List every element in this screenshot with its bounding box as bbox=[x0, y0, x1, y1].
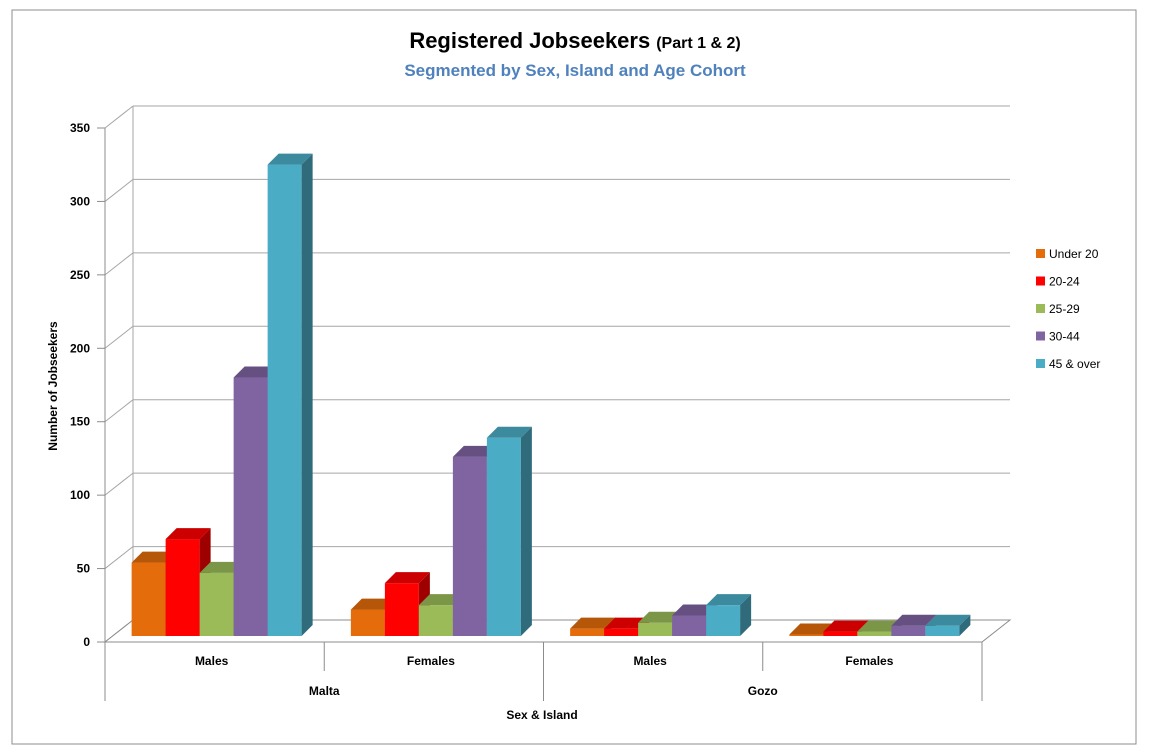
chart-title-main: Registered Jobseekers bbox=[409, 28, 650, 53]
bar-front bbox=[672, 615, 707, 636]
bar-top bbox=[486, 426, 532, 438]
legend-label: 45 & over bbox=[1049, 357, 1100, 371]
bar-top bbox=[672, 604, 718, 616]
legend-swatch bbox=[1036, 304, 1045, 313]
y-tick-label: 100 bbox=[70, 488, 90, 502]
y-axis-title: Number of Jobseekers bbox=[46, 321, 60, 451]
y-tick-label: 350 bbox=[70, 121, 90, 135]
bar-side bbox=[301, 153, 313, 637]
legend-swatch bbox=[1036, 331, 1045, 341]
y-tick-label: 300 bbox=[70, 194, 90, 208]
gridline-side bbox=[104, 472, 134, 496]
gridline-side bbox=[104, 105, 134, 129]
gridline-side bbox=[104, 325, 134, 349]
bar-top bbox=[267, 153, 313, 165]
bar-top bbox=[233, 366, 279, 378]
legend-label: 25-29 bbox=[1049, 302, 1080, 316]
legend-label: 20-24 bbox=[1049, 275, 1080, 289]
chart-title: Registered Jobseekers (Part 1 & 2) bbox=[409, 28, 740, 53]
bar-front bbox=[165, 539, 200, 636]
bar-top bbox=[706, 594, 752, 606]
bar-front bbox=[384, 583, 419, 636]
bar-top bbox=[199, 561, 245, 573]
bar-top bbox=[925, 614, 971, 626]
bar-front bbox=[604, 628, 639, 636]
plot-area: 0 50 100 150 200 250 300 350 Males Females Males Fe… bbox=[70, 105, 1012, 701]
bar-front bbox=[891, 625, 926, 636]
chart-subtitle: Segmented by Sex, Island and Age Cohort bbox=[404, 61, 746, 80]
bar-top bbox=[789, 623, 835, 635]
bar-top bbox=[165, 528, 211, 540]
bar-front bbox=[452, 456, 487, 636]
bar-front bbox=[418, 605, 453, 636]
legend-item: 20-24 bbox=[1036, 275, 1080, 289]
bar-front bbox=[233, 377, 268, 636]
gridline-side bbox=[104, 546, 134, 569]
x-group-label: Gozo bbox=[748, 684, 778, 698]
bar-side bbox=[520, 426, 532, 636]
gridline-side bbox=[104, 252, 134, 276]
x-axis-title: Sex & Island bbox=[506, 708, 577, 722]
bar-top bbox=[418, 594, 464, 606]
bar-top bbox=[131, 551, 177, 563]
x-category-label: Females bbox=[845, 654, 893, 668]
bar bbox=[925, 614, 971, 636]
bar-front bbox=[199, 572, 234, 636]
bar-front bbox=[570, 628, 605, 636]
legend-swatch bbox=[1036, 249, 1045, 258]
bar-front bbox=[131, 562, 166, 636]
legend-label: 30-44 bbox=[1049, 330, 1080, 344]
bar-side bbox=[740, 594, 752, 636]
x-category-label: Males bbox=[633, 654, 667, 668]
bar-top bbox=[823, 620, 869, 632]
floor bbox=[103, 619, 1012, 643]
bar-front bbox=[350, 609, 385, 636]
legend-swatch bbox=[1036, 276, 1045, 286]
legend-swatch bbox=[1036, 359, 1045, 368]
legend-label: Under 20 bbox=[1049, 247, 1099, 261]
bar-front bbox=[857, 631, 892, 636]
gridline-side bbox=[104, 399, 134, 423]
bar-front bbox=[267, 164, 302, 637]
legend-item: Under 20 bbox=[1036, 247, 1099, 261]
bar-front bbox=[638, 622, 673, 636]
bar-top bbox=[857, 620, 903, 632]
bar bbox=[350, 598, 396, 636]
bar-side bbox=[959, 614, 971, 636]
bar bbox=[706, 594, 752, 636]
y-tick-label: 0 bbox=[83, 635, 90, 649]
bar-top bbox=[452, 445, 498, 457]
legend-item: 30-44 bbox=[1036, 330, 1080, 344]
gridline-side bbox=[104, 179, 134, 202]
bar bbox=[486, 426, 532, 636]
bar-front bbox=[789, 634, 824, 636]
y-tick-label: 50 bbox=[77, 562, 91, 576]
x-category-label: Males bbox=[195, 654, 229, 668]
bar-front bbox=[486, 437, 521, 636]
legend-item: 45 & over bbox=[1036, 357, 1100, 371]
bar-top bbox=[604, 617, 650, 629]
chart-title-suffix: (Part 1 & 2) bbox=[656, 35, 740, 52]
y-tick-label: 250 bbox=[70, 268, 90, 282]
x-category-label: Females bbox=[407, 654, 455, 668]
bar-top bbox=[570, 617, 616, 629]
bar-front bbox=[706, 605, 741, 636]
legend: Under 20 20-24 25-29 30-44 45 & over bbox=[1036, 247, 1100, 371]
y-tick-label: 150 bbox=[70, 415, 90, 429]
bar bbox=[267, 153, 313, 637]
bar-top bbox=[384, 572, 430, 584]
bar-front bbox=[823, 631, 858, 636]
y-tick-label: 200 bbox=[70, 341, 90, 355]
bar-top bbox=[350, 598, 396, 610]
bar-top bbox=[638, 611, 684, 623]
bar-top bbox=[891, 614, 937, 626]
x-group-label: Malta bbox=[309, 684, 340, 698]
bar-front bbox=[925, 625, 960, 636]
legend-item: 25-29 bbox=[1036, 302, 1080, 316]
